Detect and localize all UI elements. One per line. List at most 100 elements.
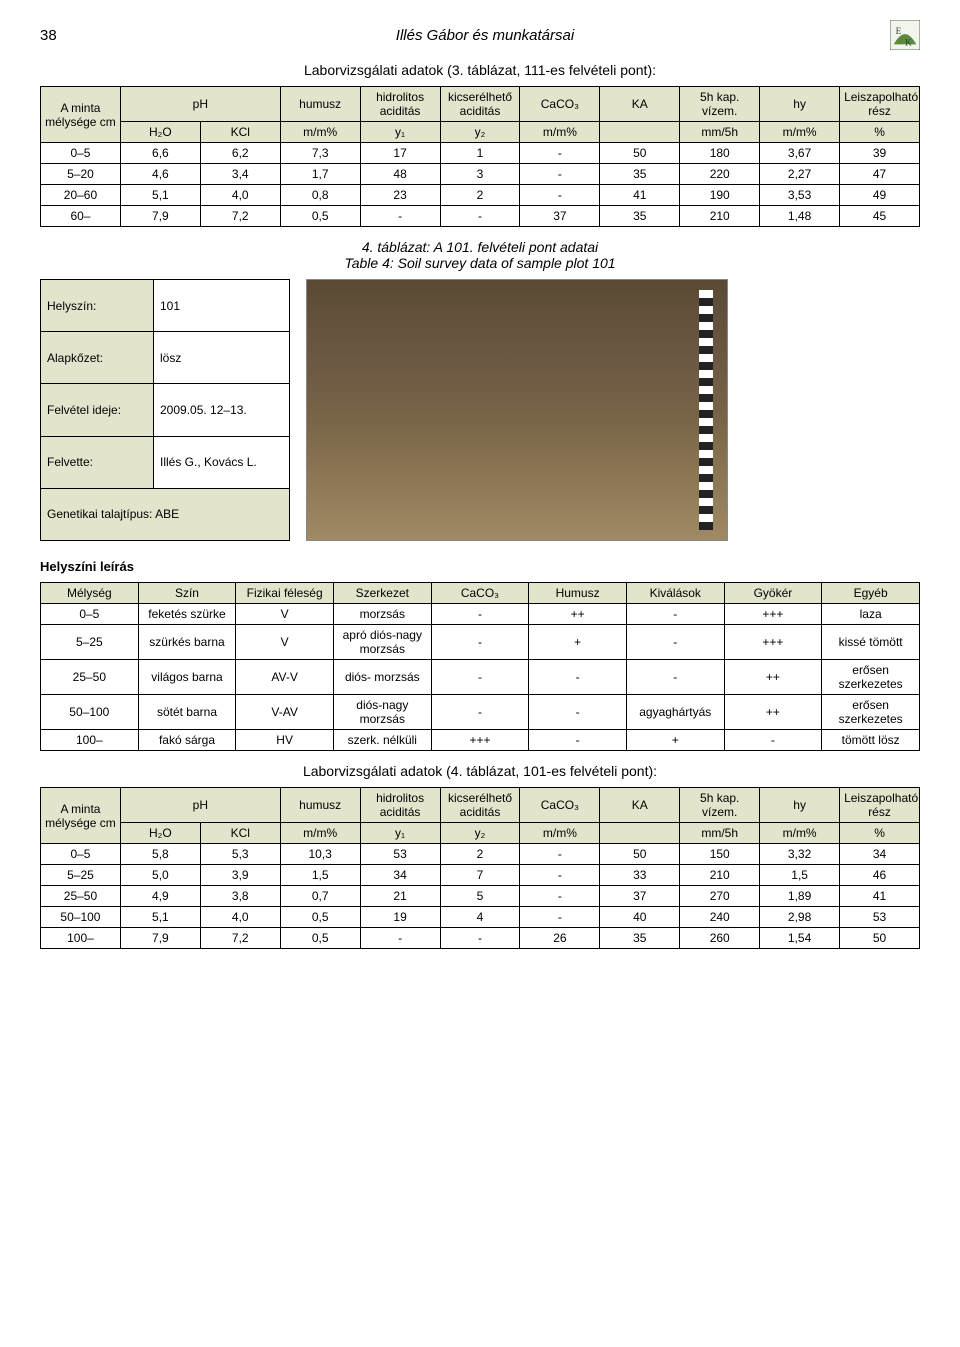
page-title: Illés Gábor és munkatársai	[80, 27, 890, 44]
svg-text:E: E	[896, 27, 902, 37]
table-cell: -	[520, 886, 600, 907]
table-cell: ++	[724, 660, 822, 695]
site-description-table: MélységSzínFizikai féleségSzerkezetCaCO₃…	[40, 582, 920, 751]
table-cell: 21	[360, 886, 440, 907]
table-cell: 1,7	[280, 164, 360, 185]
table-cell: erősen szerkezetes	[822, 695, 920, 730]
sub-kcl: KCl	[200, 823, 280, 844]
table-cell: 7,9	[120, 928, 200, 949]
col-exch: kicserélhető aciditás	[440, 788, 520, 823]
sub-mm3: m/m%	[760, 122, 840, 143]
table-cell: 4,6	[120, 164, 200, 185]
table-cell: 39	[840, 143, 920, 164]
col-caco3: CaCO₃	[520, 788, 600, 823]
table-cell: 4,0	[200, 185, 280, 206]
table-cell: 260	[680, 928, 760, 949]
meta-surveyor-val: Illés G., Kovács L.	[154, 436, 290, 488]
sub-mm1: m/m%	[280, 122, 360, 143]
table-cell: -	[626, 660, 724, 695]
table-cell: 3,8	[200, 886, 280, 907]
table-cell: 20–60	[41, 185, 121, 206]
table-cell: 0–5	[41, 604, 139, 625]
col-hy: hy	[760, 788, 840, 823]
table-cell: 270	[680, 886, 760, 907]
table-cell: 0–5	[41, 143, 121, 164]
meta-bedrock-val: lösz	[154, 332, 290, 384]
sub-empty	[600, 823, 680, 844]
col-ka: KA	[600, 788, 680, 823]
table-cell: V-AV	[236, 695, 334, 730]
table-cell: 41	[600, 185, 680, 206]
sub-mm2: m/m%	[520, 122, 600, 143]
desc-col: Mélység	[41, 583, 139, 604]
desc-col: CaCO₃	[431, 583, 529, 604]
table-cell: -	[529, 730, 627, 751]
table-row: 100–7,97,20,5--26352601,5450	[41, 928, 920, 949]
table-cell: 47	[840, 164, 920, 185]
table-cell: 1	[440, 143, 520, 164]
sub-empty	[600, 122, 680, 143]
table-cell: 48	[360, 164, 440, 185]
table-cell: 3,67	[760, 143, 840, 164]
lab-data-table-1: A minta mélysége cm pH humusz hidrolitos…	[40, 86, 920, 227]
table-cell: 3,53	[760, 185, 840, 206]
meta-surveyor-key: Felvette:	[41, 436, 154, 488]
table-cell: 60–	[41, 206, 121, 227]
desc-col: Szerkezet	[333, 583, 431, 604]
table-cell: 3,9	[200, 865, 280, 886]
table-cell: feketés szürke	[138, 604, 236, 625]
table-cell: 4,0	[200, 907, 280, 928]
table-cell: -	[440, 206, 520, 227]
sub-mm5h: mm/5h	[680, 122, 760, 143]
table-cell: 41	[840, 886, 920, 907]
table-cell: 0,8	[280, 185, 360, 206]
metadata-table: Helyszín:101 Alapkőzet:lösz Felvétel ide…	[40, 279, 290, 541]
meta-location-key: Helyszín:	[41, 280, 154, 332]
table-cell: 4,9	[120, 886, 200, 907]
table-cell: -	[431, 660, 529, 695]
table-cell: 17	[360, 143, 440, 164]
table-row: 0–5feketés szürkeVmorzsás-++-+++laza	[41, 604, 920, 625]
table-cell: 1,89	[760, 886, 840, 907]
table-cell: 35	[600, 928, 680, 949]
table-caption-3: Laborvizsgálati adatok (4. táblázat, 101…	[40, 763, 920, 779]
table-cell: -	[520, 907, 600, 928]
table-cell: -	[724, 730, 822, 751]
table-cell: ++	[724, 695, 822, 730]
table-cell: 49	[840, 185, 920, 206]
table-cell: 0,7	[280, 886, 360, 907]
desc-col: Gyökér	[724, 583, 822, 604]
col-leisz: Leiszapolható rész	[840, 788, 920, 823]
meta-location-val: 101	[154, 280, 290, 332]
table-cell: 5–25	[41, 865, 121, 886]
sub-y2: y₂	[440, 823, 520, 844]
sub-mm3: m/m%	[760, 823, 840, 844]
sub-pct: %	[840, 122, 920, 143]
table-row: 25–504,93,80,7215-372701,8941	[41, 886, 920, 907]
table-cell: 25–50	[41, 886, 121, 907]
table-row: 100–fakó sárgaHVszerk. nélküli+++-+-tömö…	[41, 730, 920, 751]
table-cell: 33	[600, 865, 680, 886]
table-cell: 210	[680, 865, 760, 886]
table-cell: 50	[600, 143, 680, 164]
page-number: 38	[40, 27, 80, 44]
table-cell: 7	[440, 865, 520, 886]
desc-col: Egyéb	[822, 583, 920, 604]
desc-col: Szín	[138, 583, 236, 604]
table-cell: 5,1	[120, 185, 200, 206]
table-cell: 180	[680, 143, 760, 164]
table-cell: -	[520, 143, 600, 164]
table-cell: 1,5	[760, 865, 840, 886]
table-cell: HV	[236, 730, 334, 751]
table-cell: 0–5	[41, 844, 121, 865]
table-cell: 5,1	[120, 907, 200, 928]
table-cell: 7,2	[200, 928, 280, 949]
lab-data-table-2: A minta mélysége cm pH humusz hidrolitos…	[40, 787, 920, 949]
table-cell: -	[431, 625, 529, 660]
table-cell: 10,3	[280, 844, 360, 865]
meta-soiltype: Genetikai talajtípus: ABE	[41, 488, 290, 540]
table-cell: 5–20	[41, 164, 121, 185]
table-cell: 7,3	[280, 143, 360, 164]
table-cell: tömött lösz	[822, 730, 920, 751]
table-row: 20–605,14,00,8232-411903,5349	[41, 185, 920, 206]
